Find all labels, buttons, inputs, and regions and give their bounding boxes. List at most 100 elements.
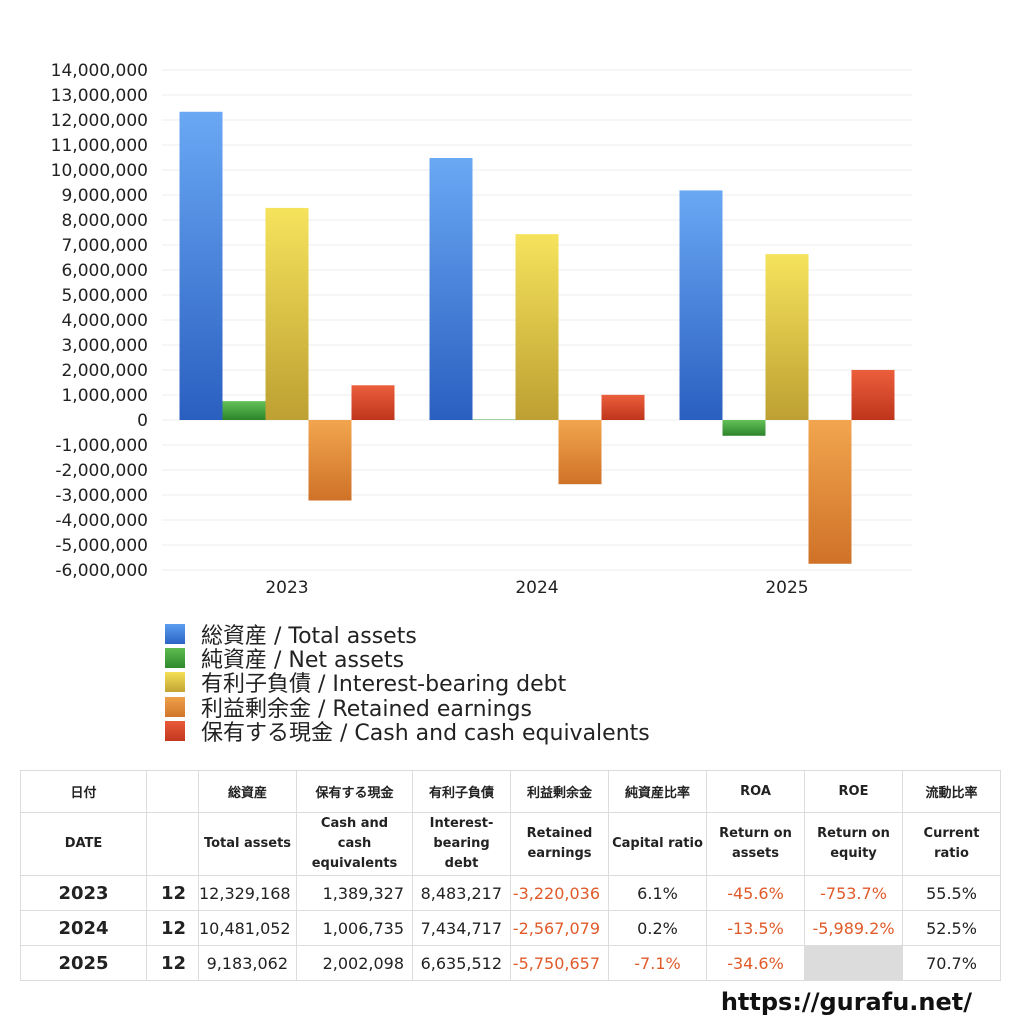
y-tick-label: 11,000,000	[51, 136, 148, 156]
bar	[851, 369, 895, 420]
bar	[722, 420, 766, 436]
legend-item-net-assets: 純資産 / Net assets	[165, 646, 650, 673]
y-tick-label: 13,000,000	[51, 86, 148, 106]
header-cell: Capital ratio	[608, 812, 707, 876]
retained-earnings-cell: -2,567,079	[510, 910, 609, 946]
retained-earnings-cell: -5,750,657	[510, 945, 609, 981]
y-tick-label: 3,000,000	[61, 336, 148, 356]
y-tick-label: 0	[137, 411, 148, 431]
table-header-jp: 日付 総資産 保有する現金 有利子負債 利益剰余金 純資産比率 ROA ROE …	[20, 770, 1001, 813]
roe-cell	[804, 945, 903, 981]
table-row: 2024 12 10,481,052 1,006,735 7,434,717 -…	[20, 910, 1001, 946]
bar	[308, 420, 352, 501]
retained-earnings-cell: -3,220,036	[510, 875, 609, 911]
y-tick-label: -3,000,000	[55, 486, 148, 506]
year-cell: 2025	[20, 945, 147, 981]
legend-label: 利益剰余金 / Retained earnings	[201, 696, 532, 722]
y-tick-label: 6,000,000	[61, 261, 148, 281]
cash-cell: 1,389,327	[296, 875, 413, 911]
bar	[472, 419, 516, 420]
capital-ratio-cell: -7.1%	[608, 945, 707, 981]
y-tick-label: 12,000,000	[51, 111, 148, 131]
header-cell: Total assets	[198, 812, 297, 876]
bar	[429, 157, 473, 420]
header-cell: 保有する現金	[296, 770, 413, 813]
header-cell: Return on equity	[804, 812, 903, 876]
total-assets-cell: 10,481,052	[198, 910, 297, 946]
legend-item-interest-bearing-debt: 有利子負債 / Interest-bearing debt	[165, 670, 650, 697]
x-tick-label: 2025	[765, 578, 808, 598]
y-tick-label: 5,000,000	[61, 286, 148, 306]
header-cell: Interest-bearing debt	[412, 812, 511, 876]
legend-item-cash: 保有する現金 / Cash and cash equivalents	[165, 719, 650, 746]
y-tick-label: 9,000,000	[61, 186, 148, 206]
bar	[558, 420, 602, 485]
header-cell: Current ratio	[902, 812, 1001, 876]
y-tick-label: 8,000,000	[61, 211, 148, 231]
header-cell: ROA	[706, 770, 805, 813]
legend-label: 純資産 / Net assets	[201, 648, 405, 674]
total-assets-cell: 9,183,062	[198, 945, 297, 981]
current-ratio-cell: 55.5%	[902, 875, 1001, 911]
month-cell: 12	[146, 945, 199, 981]
year-cell: 2023	[20, 875, 147, 911]
header-cell: Return on assets	[706, 812, 805, 876]
header-text: Cash and cash equivalents	[311, 816, 398, 871]
bar	[679, 190, 723, 420]
y-tick-label: 4,000,000	[61, 311, 148, 331]
debt-cell: 6,635,512	[412, 945, 511, 981]
header-cell: ROE	[804, 770, 903, 813]
bar	[351, 385, 395, 420]
cash-cell: 1,006,735	[296, 910, 413, 946]
current-ratio-cell: 52.5%	[902, 910, 1001, 946]
header-cell: 日付	[20, 770, 147, 813]
table-row: 2025 12 9,183,062 2,002,098 6,635,512 -5…	[20, 945, 1001, 981]
header-text: Return on equity	[817, 826, 890, 861]
roa-cell: -13.5%	[706, 910, 805, 946]
header-text: Retained earnings	[526, 826, 593, 861]
legend-item-total-assets: 総資産 / Total assets	[165, 622, 650, 649]
bar	[765, 254, 809, 420]
legend-label: 保有する現金 / Cash and cash equivalents	[201, 720, 650, 746]
cash-cell: 2,002,098	[296, 945, 413, 981]
capital-ratio-cell: 6.1%	[608, 875, 707, 911]
debt-cell: 8,483,217	[412, 875, 511, 911]
header-cell: 総資産	[198, 770, 297, 813]
chart-legend: 総資産 / Total assets 純資産 / Net assets 有利子負…	[165, 622, 650, 746]
header-text: Return on assets	[719, 826, 792, 861]
y-tick-label: -4,000,000	[55, 511, 148, 531]
roe-cell: -5,989.2%	[804, 910, 903, 946]
y-tick-label: -6,000,000	[55, 561, 148, 581]
header-cell: 純資産比率	[608, 770, 707, 813]
bar	[515, 234, 559, 420]
legend-swatch	[165, 720, 185, 741]
header-cell: 流動比率	[902, 770, 1001, 813]
header-cell: 有利子負債	[412, 770, 511, 813]
legend-swatch	[165, 696, 185, 717]
bar	[265, 207, 309, 420]
y-tick-label: 1,000,000	[61, 386, 148, 406]
y-tick-label: -5,000,000	[55, 536, 148, 556]
header-cell: DATE	[20, 812, 147, 876]
legend-swatch	[165, 648, 185, 669]
debt-cell: 7,434,717	[412, 910, 511, 946]
legend-label: 有利子負債 / Interest-bearing debt	[201, 672, 567, 698]
month-cell: 12	[146, 910, 199, 946]
roe-cell: -753.7%	[804, 875, 903, 911]
header-cell	[146, 770, 199, 813]
legend-label: 総資産 / Total assets	[201, 624, 417, 650]
header-cell: Cash and cash equivalents	[296, 812, 413, 876]
bar	[808, 420, 852, 564]
y-tick-label: 10,000,000	[51, 161, 148, 181]
legend-swatch	[165, 624, 185, 645]
legend-swatch	[165, 672, 185, 693]
x-tick-label: 2023	[265, 578, 308, 598]
total-assets-cell: 12,329,168	[198, 875, 297, 911]
financial-table: 日付 総資産 保有する現金 有利子負債 利益剰余金 純資産比率 ROA ROE …	[20, 770, 1001, 981]
roa-cell: -34.6%	[706, 945, 805, 981]
y-tick-label: -2,000,000	[55, 461, 148, 481]
header-text: Interest-bearing debt	[429, 816, 494, 871]
y-tick-label: 2,000,000	[61, 361, 148, 381]
bar	[179, 111, 223, 420]
table-header-en: DATE Total assets Cash and cash equivale…	[20, 812, 1001, 876]
